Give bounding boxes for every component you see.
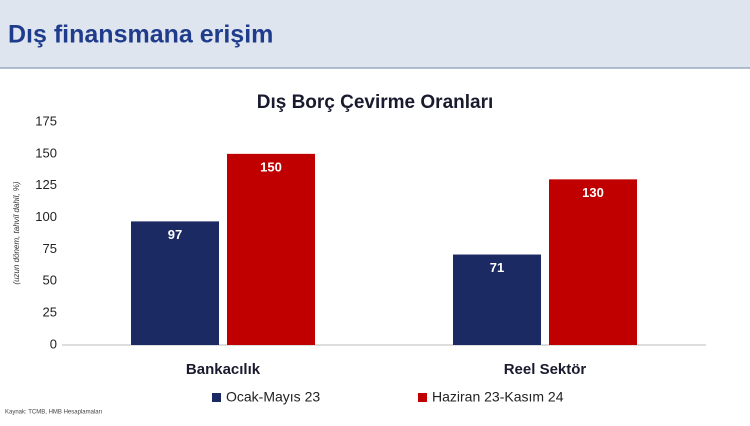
y-tick-label: 100 [35,209,57,224]
y-tick-label: 25 [43,305,57,320]
legend-swatch [418,393,427,402]
bar [453,254,541,345]
value-label: 130 [582,185,604,200]
y-tick-label: 75 [43,241,57,256]
value-label: 150 [260,159,282,174]
bar [131,221,219,345]
legend-label: Ocak-Mayıs 23 [226,389,320,405]
source-note: Kaynak: TCMB, HMB Hesaplamaları [5,410,103,416]
y-tick-label: 125 [35,177,57,192]
x-tick-label: Reel Sektör [504,361,587,378]
x-tick-label: Bankacılık [186,361,261,378]
bar [549,179,637,345]
y-axis-label: (uzun dönem, tahvil dahil, %) [12,181,21,285]
header-band [0,0,750,68]
y-tick-label: 175 [35,113,57,128]
slide-title: Dış finansmana erişim [8,21,273,49]
y-tick-label: 150 [35,145,57,160]
y-tick-label: 0 [50,336,57,351]
chart-title: Dış Borç Çevirme Oranları [257,92,494,113]
value-label: 71 [490,260,504,275]
legend-label: Haziran 23-Kasım 24 [432,389,564,405]
y-tick-label: 50 [43,273,57,288]
value-label: 97 [168,227,182,242]
bar [227,153,315,345]
legend-swatch [212,393,221,402]
